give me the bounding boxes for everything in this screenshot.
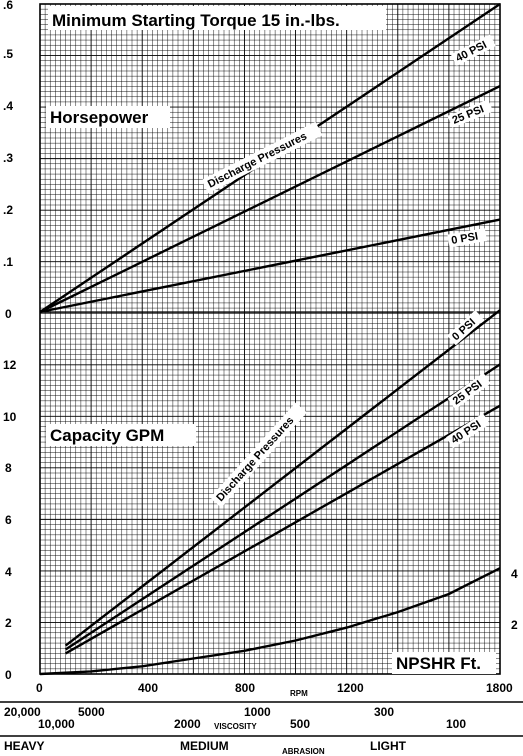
viscosity-value: 500 [290,717,310,731]
cap-ytick: 2 [5,616,12,630]
cap-40psi-label-box [446,413,491,449]
capacity-label-box [46,424,196,446]
viscosity-value: 300 [374,705,394,719]
cap-40psi-label: 40 PSI [449,418,483,446]
viscosity-value: 10,000 [38,717,75,731]
hp-ytick: 0 [5,307,12,321]
title-box [48,6,386,30]
capacity-series-line [65,404,501,655]
cap-ytick: 10 [3,410,17,424]
cap-ytick: 0 [5,668,12,682]
hp-25psi-label-box [447,99,494,128]
horsepower-label: Horsepower [50,108,149,127]
hp-ytick: .5 [3,47,13,61]
viscosity-value: 100 [446,717,466,731]
hp-0psi-label-box [447,228,487,248]
viscosity-value: 5000 [78,705,105,719]
x-tick: 800 [235,681,255,695]
x-tick: 1200 [337,681,364,695]
hp-ytick: .1 [3,255,13,269]
cap-ytick: 4 [5,565,12,579]
viscosity-value: 2000 [174,717,201,731]
cap-0psi-label-box [447,310,485,346]
cap-ytick: 8 [5,461,12,475]
cap-annotation-box [210,402,307,508]
hp-annotation-box [201,121,323,194]
viscosity-label: VISCOSITY [214,722,257,731]
chart-series [39,3,501,676]
viscosity-value: 1000 [244,705,271,719]
hp-series-line [39,85,501,314]
capacity-series-line [64,363,501,651]
abrasion-level: MEDIUM [180,739,229,753]
x-tick: 0 [36,681,43,695]
npshr-tick: 2 [511,618,518,632]
x-tick: 400 [138,681,158,695]
cap-annotation: Discharge Pressures [214,415,296,504]
hp-series-line [39,218,501,314]
abrasion-label: ABRASION [282,747,325,756]
npshr-tick: 4 [511,567,518,581]
cap-ytick: 12 [3,358,17,372]
chart-title: Minimum Starting Torque 15 in.-lbs. [52,11,340,30]
chart-grid [39,3,501,675]
npshr-series-line [39,567,501,676]
npshr-label-box [392,652,496,674]
x-axis-label: RPM [290,689,308,698]
hp-ytick: .6 [3,0,13,12]
x-tick: 1800 [486,681,513,695]
abrasion-level: LIGHT [370,739,407,753]
capacity-series-line [64,309,501,647]
capacity-label: Capacity GPM [50,426,164,445]
hp-annotation: Discharge Pressures [206,130,309,190]
hp-40psi-label-box [450,34,496,67]
cap-25psi-label-box [447,372,491,410]
npshr-label: NPSHR Ft. [396,654,481,673]
hp-0psi-label: 0 PSI [450,230,479,246]
viscosity-value: 20,000 [4,705,41,719]
hp-ytick: .3 [3,151,13,165]
plot-frame [39,3,501,675]
cap-ytick: 6 [5,513,12,527]
hp-ytick: .4 [3,99,13,113]
abrasion-level: HEAVY [4,739,44,753]
horsepower-label-box [46,106,170,128]
hp-ytick: .2 [3,203,13,217]
